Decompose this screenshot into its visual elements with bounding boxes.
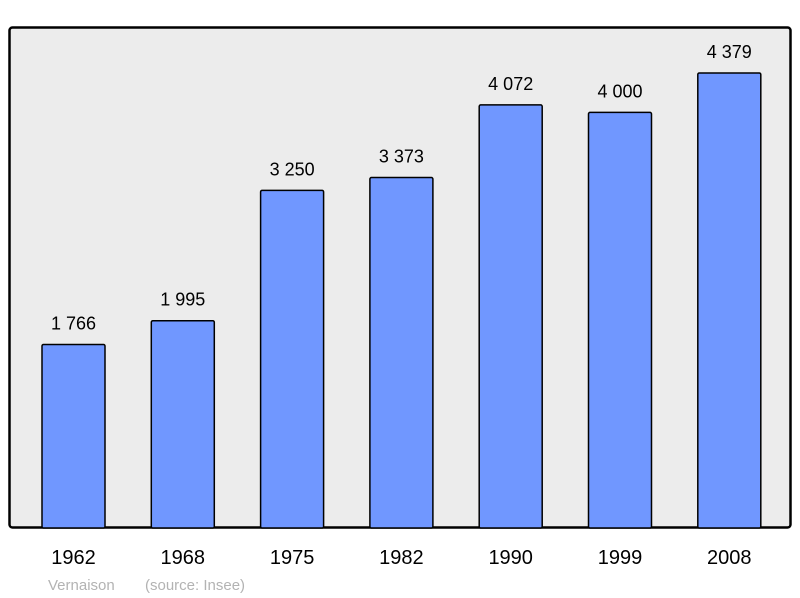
category-label-1990: 1990 [488, 547, 533, 569]
bar-1968 [150, 319, 216, 529]
value-label-1962: 1 766 [51, 314, 96, 334]
value-label-1982: 3 373 [379, 147, 424, 167]
value-label-2008: 4 379 [707, 42, 752, 62]
bar-1990 [478, 104, 543, 529]
bar-2008 [697, 72, 762, 529]
category-label-1975: 1975 [270, 547, 315, 569]
category-label-1962: 1962 [51, 547, 96, 569]
category-label-2008: 2008 [707, 547, 752, 569]
category-label-1968: 1968 [161, 547, 206, 569]
bar-1962 [41, 343, 106, 529]
category-label-1982: 1982 [379, 547, 424, 569]
value-label-1968: 1 995 [160, 290, 205, 310]
bar-1982 [369, 176, 434, 529]
value-label-1975: 3 250 [270, 159, 315, 179]
footer-source: (source: Insee) [145, 577, 245, 594]
category-label-1999: 1999 [598, 547, 643, 569]
bar-1975 [259, 189, 325, 529]
bar-1999 [587, 111, 653, 529]
value-label-1990: 4 072 [488, 74, 533, 94]
footer-place: Vernaison [48, 577, 115, 594]
value-label-1999: 4 000 [597, 81, 642, 101]
